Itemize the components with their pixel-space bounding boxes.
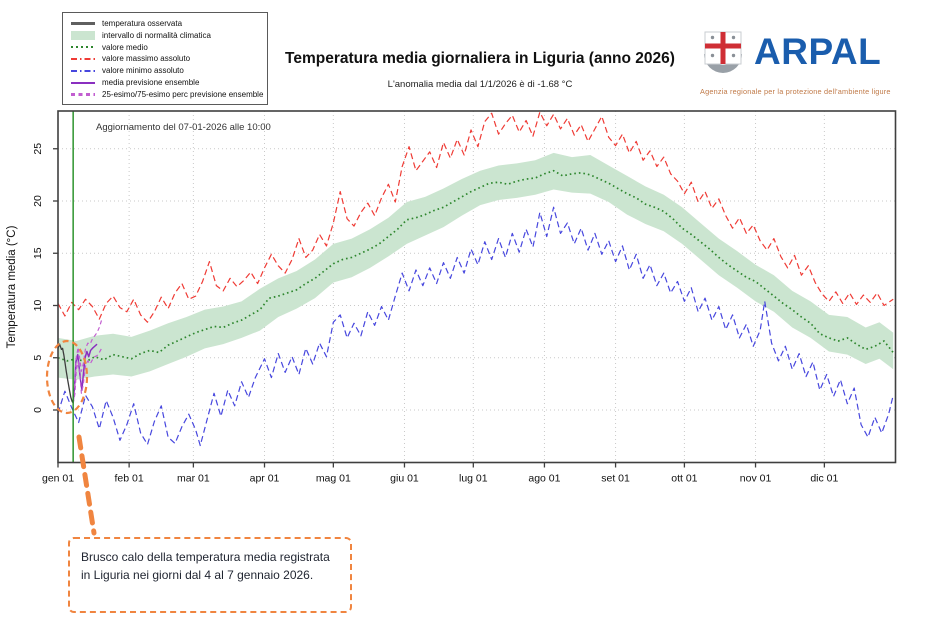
legend-swatch-line <box>71 81 95 84</box>
legend-item-6: 25-esimo/75-esimo perc previsione ensemb… <box>71 89 264 100</box>
legend-item-0: temperatura osservata <box>71 18 261 29</box>
axes: 0 5 10 15 20 25 gen 01 feb 01 mar 01 apr 01 mag 01… <box>32 143 839 485</box>
legend-swatch-line <box>71 22 95 25</box>
legend-label: 25-esimo/75-esimo perc previsione ensemb… <box>102 89 264 99</box>
x-tick-label: nov 01 <box>740 473 772 485</box>
y-tick-label: 5 <box>32 355 44 361</box>
legend-swatch-dashdot <box>71 57 95 61</box>
liguria-shield-icon <box>700 30 746 85</box>
legend-swatch-fill <box>71 30 95 40</box>
y-tick-label: 10 <box>32 300 44 312</box>
x-tick-label: set 01 <box>601 473 630 485</box>
legend-swatch-dashdot <box>71 69 95 72</box>
legend-label: intervallo di normalità climatica <box>102 30 211 40</box>
x-tick-label: feb 01 <box>115 473 144 485</box>
x-tick-label: giu 01 <box>390 473 419 485</box>
y-tick-label: 25 <box>32 143 44 155</box>
x-tick-label: mag 01 <box>316 473 351 485</box>
arpal-tagline: Agenzia regionale per la protezione dell… <box>700 87 891 96</box>
page-title: Temperatura media giornaliera in Liguria… <box>285 50 675 67</box>
x-tick-label: ago 01 <box>528 473 560 485</box>
series-minimo <box>57 206 894 447</box>
x-tick-label: mar 01 <box>177 473 210 485</box>
legend-item-2: valore medio <box>71 42 261 53</box>
y-tick-label: 15 <box>32 247 44 259</box>
legend-label: valore minimo assoluto <box>102 66 184 76</box>
y-axis-title: Temperatura media (°C) <box>6 225 18 348</box>
legend-item-3: valore massimo assoluto <box>71 53 261 64</box>
update-note: Aggiornamento del 07-01-2026 alle 10:00 <box>96 122 271 133</box>
legend-swatch-dotted <box>71 46 95 49</box>
plot-border <box>57 110 897 464</box>
series-perc25 <box>72 348 103 404</box>
x-tick-label: gen 01 <box>42 473 74 485</box>
highlight-ellipse <box>45 339 89 415</box>
callout-connector <box>76 434 97 536</box>
y-tick-label: 20 <box>32 195 44 207</box>
series-perc75 <box>72 319 103 402</box>
legend-label: media previsione ensemble <box>102 78 200 88</box>
x-tick-label: dic 01 <box>810 473 838 485</box>
legend-label: valore massimo assoluto <box>102 54 191 64</box>
legend-item-5: media previsione ensemble <box>71 77 261 88</box>
band-normality-range <box>58 152 894 380</box>
gridlines <box>58 111 896 463</box>
legend-label: valore medio <box>102 42 148 52</box>
arpal-logo: ARPAL Agenzia regionale per la protezion… <box>700 30 912 96</box>
x-tick-label: lug 01 <box>459 473 488 485</box>
anomaly-subtitle: L'anomalia media dal 1/1/2026 è di -1.68… <box>387 79 573 90</box>
x-tick-label: apr 01 <box>250 473 280 485</box>
legend-item-1: intervallo di normalità climatica <box>71 30 261 41</box>
legend-label: temperatura osservata <box>102 19 183 28</box>
legend-item-4: valore minimo assoluto <box>71 65 261 76</box>
arpal-wordmark: ARPAL <box>754 31 882 72</box>
series-medio <box>57 169 894 363</box>
legend-swatch-dashed <box>71 93 95 96</box>
title-block: Temperatura media giornaliera in Liguria… <box>270 50 690 90</box>
chart-legend: temperatura osservata intervallo di norma… <box>62 12 268 105</box>
x-tick-label: ott 01 <box>671 473 697 485</box>
series-massimo <box>57 111 894 323</box>
y-tick-label: 0 <box>32 407 44 413</box>
annotation-callout: Brusco calo della temperatura media regi… <box>68 537 352 613</box>
annotation-text: Brusco calo della temperatura media regi… <box>81 550 330 582</box>
series-osservata <box>57 343 74 404</box>
